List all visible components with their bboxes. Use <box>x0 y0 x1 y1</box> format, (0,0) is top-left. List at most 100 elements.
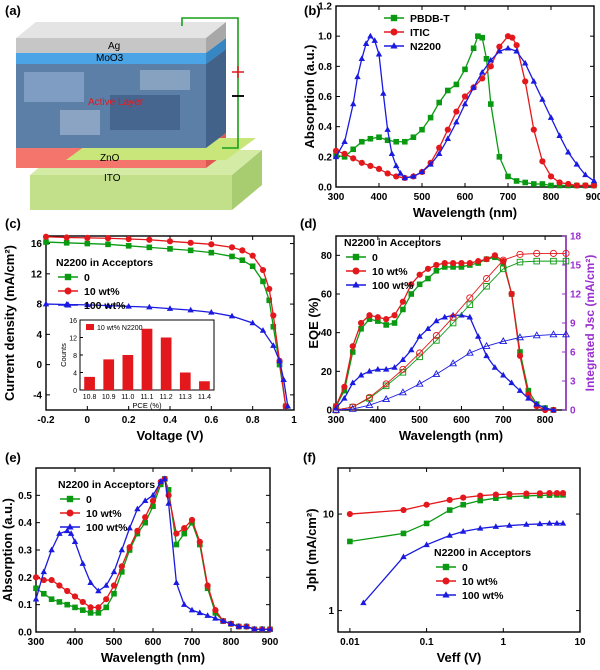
data-point-2 <box>556 132 563 138</box>
data-point-0 <box>460 501 466 508</box>
series-line-0 <box>335 256 554 411</box>
data-point-2 <box>56 530 63 536</box>
data-point-0 <box>493 495 499 501</box>
x-tick-label: 0.2 <box>122 415 136 426</box>
data-point-2 <box>546 520 553 526</box>
data-point-2 <box>79 560 86 566</box>
layer-ag-label: Ag <box>108 41 120 52</box>
data-point-4 <box>549 249 558 257</box>
data-point-1 <box>357 319 365 327</box>
absorption-chart-blends: 300 400 500 600 700 800 900 0.0 0.1 0.2 0.3 0.4 0.5 W… <box>0 467 279 665</box>
data-point-2 <box>134 505 141 512</box>
data-point-2 <box>525 395 532 401</box>
data-point-2 <box>416 333 423 339</box>
data-point-5 <box>532 331 541 339</box>
panel-label-e: (e) <box>5 450 21 465</box>
y-tick-label: 0.2 <box>318 152 332 163</box>
data-point-1 <box>466 259 473 267</box>
data-point-0 <box>462 66 468 73</box>
data-point-0 <box>450 264 456 270</box>
x-axis-label: Wavelength (nm) <box>413 205 517 220</box>
data-point-2 <box>388 150 396 157</box>
layer-zno-label: ZnO <box>100 153 120 164</box>
x-tick-label: 1 <box>291 415 297 426</box>
data-point-2 <box>453 118 460 125</box>
series-line-3 <box>335 260 566 411</box>
x-tick-label: 800 <box>543 192 560 203</box>
x-tick-label: 800 <box>537 415 554 426</box>
data-point-1 <box>134 527 141 534</box>
data-point-1 <box>341 150 348 157</box>
y-tick-label: 0.5 <box>18 491 32 502</box>
data-point-2 <box>48 546 55 553</box>
data-point-1 <box>383 316 390 323</box>
y-tick-label: 8 <box>36 300 42 311</box>
data-point-5 <box>499 337 508 345</box>
legend-marker <box>352 253 360 261</box>
data-point-2 <box>477 525 484 531</box>
data-point-1 <box>508 290 515 298</box>
legend-marker <box>66 523 74 530</box>
data-point-4 <box>562 249 570 257</box>
x-tick-label: 500 <box>414 192 431 203</box>
data-point-2 <box>401 174 408 181</box>
y-axis-label: Absorption (a.u.) <box>0 498 15 602</box>
data-point-1 <box>56 582 63 589</box>
inset-bar <box>84 376 95 390</box>
data-point-2 <box>506 522 513 528</box>
data-point-1 <box>358 159 365 166</box>
data-point-2 <box>541 404 549 411</box>
x-tick-label: 700 <box>500 192 517 203</box>
data-point-2 <box>146 303 153 310</box>
data-point-2 <box>188 606 196 613</box>
data-point-2 <box>104 302 112 308</box>
data-point-2 <box>358 55 365 62</box>
data-point-0 <box>453 81 460 88</box>
data-point-2 <box>533 400 540 407</box>
device-schematic: Ag MoO3 Active Layer ZnO ITO <box>16 17 262 210</box>
y-tick-label: 0.8 <box>318 62 332 73</box>
data-point-2 <box>284 402 291 409</box>
data-point-4 <box>432 332 440 340</box>
panel-label-b: (b) <box>304 3 321 18</box>
y-tick-label: 0.0 <box>18 628 32 639</box>
data-point-2 <box>423 541 430 548</box>
legend-marker <box>66 509 74 517</box>
data-point-0 <box>72 604 78 611</box>
legend-entry: 0 <box>462 562 468 574</box>
data-point-1 <box>436 144 443 151</box>
data-point-4 <box>382 380 390 388</box>
data-point-1 <box>196 538 203 545</box>
data-point-2 <box>71 538 79 545</box>
y-tick-label: -4 <box>33 390 42 401</box>
data-point-0 <box>173 541 180 548</box>
y-tick-label: 4 <box>36 330 42 341</box>
data-point-0 <box>229 253 235 260</box>
data-point-0 <box>350 146 356 153</box>
y-tick-label: 40 <box>321 328 333 339</box>
series-line-4 <box>335 252 566 411</box>
y-tick-label: 0.6 <box>318 92 332 103</box>
legend-entry: 10 wt% <box>84 286 120 298</box>
data-point-0 <box>63 240 70 246</box>
data-point-4 <box>533 249 541 257</box>
data-point-2 <box>212 614 219 621</box>
legend-entry: 0 <box>86 494 92 506</box>
data-point-2 <box>449 311 457 318</box>
data-point-2 <box>259 327 267 333</box>
data-point-1 <box>42 233 50 240</box>
data-point-0 <box>349 349 356 355</box>
legend-entry: 100 wt% <box>86 522 128 534</box>
data-point-2 <box>243 623 250 629</box>
data-point-1 <box>104 235 112 242</box>
legend-marker <box>64 287 72 295</box>
data-point-2 <box>433 317 440 324</box>
data-point-2 <box>397 170 404 176</box>
legend-title: N2200 in Acceptors <box>434 547 531 559</box>
inset-y-tick-label: 12 <box>69 336 77 343</box>
data-point-0 <box>341 387 348 394</box>
y-tick-label: 12 <box>31 269 43 280</box>
data-point-1 <box>441 259 448 267</box>
data-point-1 <box>125 235 132 243</box>
